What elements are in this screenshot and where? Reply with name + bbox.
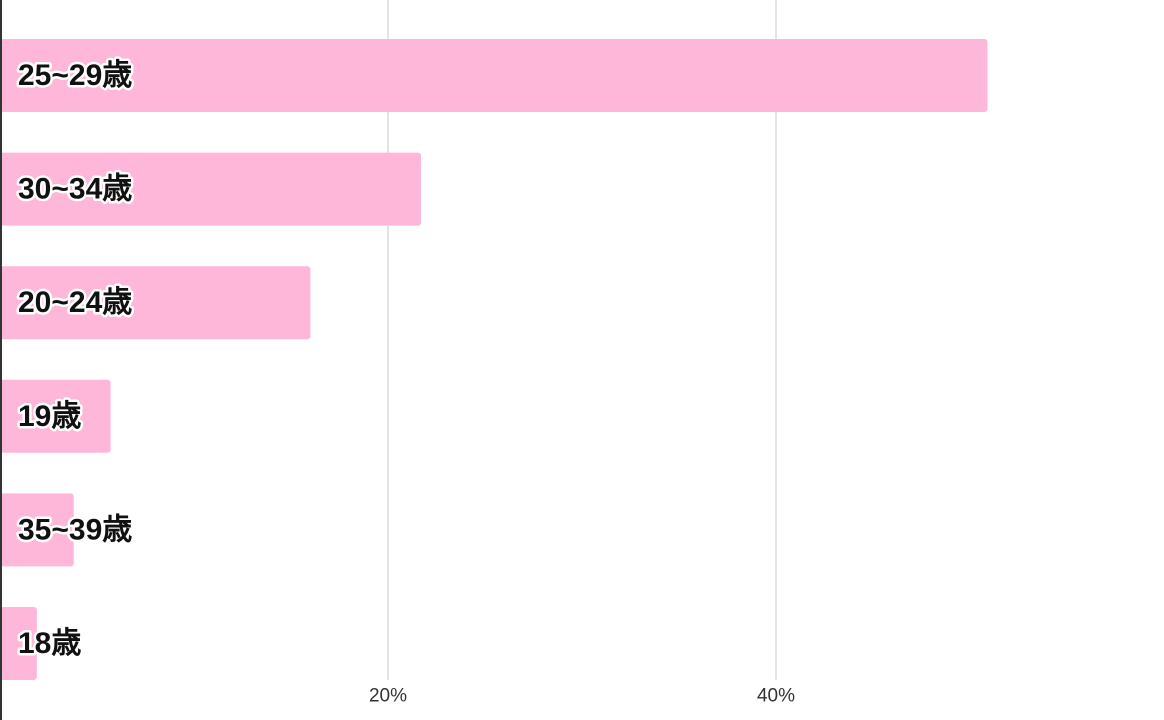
- bar: [0, 493, 74, 567]
- x-tick-label: 20%: [369, 686, 407, 707]
- labels: 20% 40% 25~29歳 30~34歳 20~24歳 19歳 35~39歳 18歳: [16, 57, 796, 707]
- bar: [0, 379, 111, 453]
- bar: [0, 152, 421, 226]
- x-tick-label: 40%: [757, 686, 795, 707]
- category-label: 25~29歳: [18, 59, 132, 92]
- bar: [0, 39, 988, 112]
- category-label: 18歳: [18, 627, 81, 660]
- category-label: 30~34歳: [18, 173, 132, 206]
- category-label: 19歳: [18, 400, 81, 433]
- category-label: 35~39歳: [18, 513, 132, 546]
- grid: [387, 0, 777, 680]
- bars: [0, 39, 988, 680]
- bar: [0, 607, 37, 680]
- bar: [0, 266, 311, 340]
- category-label: 20~24歳: [18, 286, 132, 319]
